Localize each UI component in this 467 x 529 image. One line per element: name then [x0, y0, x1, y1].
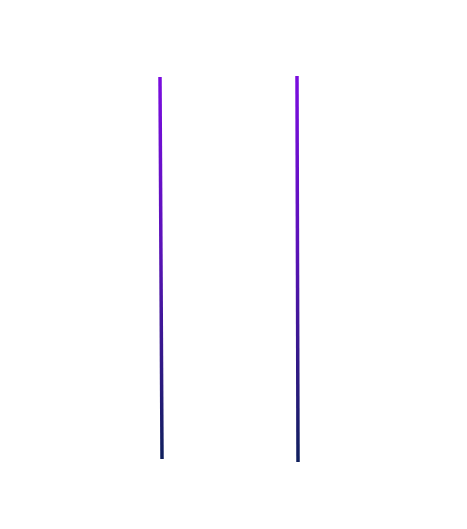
cell-2-1[interactable]	[160, 325, 297, 460]
cell-2-0[interactable]	[46, 325, 160, 460]
cell-1-0[interactable]	[46, 192, 160, 325]
vertical-line-left	[158, 76, 164, 460]
grid-lines	[43, 75, 429, 463]
vertical-line-right	[295, 75, 300, 463]
cell-0-0[interactable]	[46, 78, 160, 192]
cell-1-2[interactable]	[297, 192, 427, 325]
cell-1-1[interactable]	[160, 192, 297, 325]
board-cells	[46, 78, 427, 460]
cell-2-2[interactable]	[297, 325, 427, 460]
cell-0-1[interactable]	[160, 78, 297, 192]
cell-0-2[interactable]	[297, 78, 427, 192]
